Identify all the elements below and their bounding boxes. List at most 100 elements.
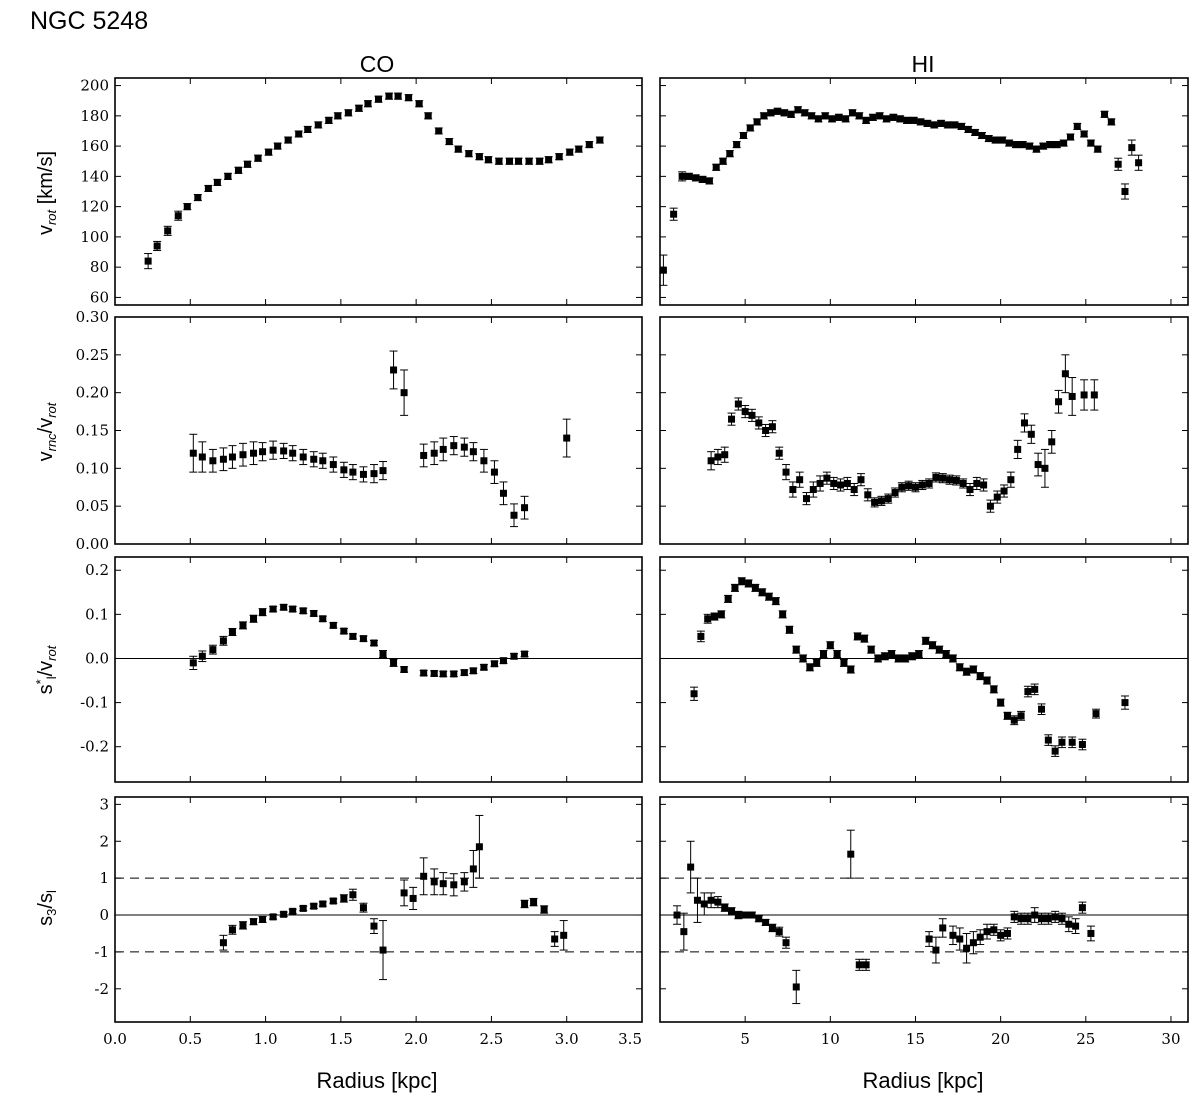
data-point [1086, 139, 1095, 147]
y-tick-label: 0.20 [76, 384, 109, 402]
marker [250, 918, 258, 926]
marker [394, 92, 402, 100]
data-point [705, 177, 714, 185]
data-point [309, 451, 318, 468]
data-point [901, 654, 910, 663]
marker [751, 584, 759, 592]
data-point [952, 475, 961, 486]
marker [1038, 705, 1046, 713]
data-point [1071, 918, 1080, 934]
marker [289, 605, 297, 613]
data-point [891, 487, 900, 498]
marker [765, 593, 773, 601]
data-point [333, 112, 342, 120]
data-point [238, 442, 247, 467]
data-point [829, 476, 838, 491]
marker [400, 666, 408, 673]
data-point [1064, 916, 1073, 933]
marker [789, 486, 797, 494]
data-point [775, 926, 784, 937]
marker [871, 498, 879, 506]
marker [985, 135, 993, 143]
data-point [460, 872, 469, 892]
data-point [850, 482, 859, 497]
data-point [449, 436, 458, 456]
data-point [269, 440, 278, 460]
marker [813, 659, 821, 667]
data-point [1068, 377, 1077, 416]
marker [969, 666, 977, 673]
marker [787, 110, 795, 118]
marker [1068, 738, 1076, 746]
marker [918, 481, 926, 489]
marker [460, 443, 468, 451]
marker [480, 663, 488, 671]
data-point [430, 868, 439, 896]
data-point [208, 644, 217, 655]
marker [228, 628, 236, 636]
marker [741, 408, 749, 416]
marker [867, 646, 875, 654]
data-point [996, 698, 1005, 707]
marker [944, 121, 952, 129]
data-point [264, 148, 273, 156]
marker [823, 474, 831, 482]
data-point [761, 918, 770, 926]
marker [830, 479, 838, 487]
marker [370, 922, 378, 930]
data-point [962, 667, 971, 676]
data-point [977, 131, 986, 140]
data-point [249, 614, 258, 623]
y-tick-label: 0.10 [76, 459, 109, 477]
y-axis-label-row-2: s*l/vrot [33, 644, 59, 694]
data-point [690, 686, 699, 701]
marker [460, 878, 468, 886]
data-point [1039, 142, 1048, 150]
marker [762, 918, 770, 926]
plot-frame [114, 556, 643, 783]
marker [937, 119, 945, 127]
data-point [741, 911, 750, 919]
marker [484, 156, 492, 164]
data-point [464, 150, 473, 158]
data-point [303, 125, 312, 133]
data-point [768, 923, 777, 933]
data-point [972, 476, 981, 491]
data-point [318, 452, 327, 469]
marker [1031, 911, 1039, 919]
marker [555, 153, 563, 161]
marker [1090, 391, 1098, 399]
marker [515, 157, 523, 165]
marker [265, 148, 273, 156]
marker [234, 166, 242, 174]
data-point [887, 650, 896, 659]
data-point [1093, 145, 1102, 153]
marker [707, 457, 715, 465]
data-point [877, 495, 886, 506]
marker [415, 100, 423, 108]
marker [1024, 915, 1032, 923]
data-point [983, 676, 992, 685]
data-point [802, 492, 811, 506]
marker [490, 660, 498, 668]
data-point [1114, 157, 1123, 171]
marker [855, 961, 863, 969]
data-point [144, 253, 153, 270]
marker [310, 902, 318, 910]
marker [1114, 160, 1122, 168]
marker [930, 121, 938, 129]
marker [782, 939, 790, 947]
marker [269, 913, 277, 921]
data-point [1051, 910, 1060, 923]
marker [997, 699, 1005, 707]
data-point [344, 109, 353, 117]
data-point [288, 445, 297, 462]
data-point [882, 115, 891, 123]
marker [808, 112, 816, 120]
data-point [1010, 910, 1019, 923]
marker [525, 157, 533, 165]
data-point [213, 178, 222, 186]
marker [828, 115, 836, 123]
marker [1087, 929, 1095, 937]
marker [521, 650, 529, 658]
